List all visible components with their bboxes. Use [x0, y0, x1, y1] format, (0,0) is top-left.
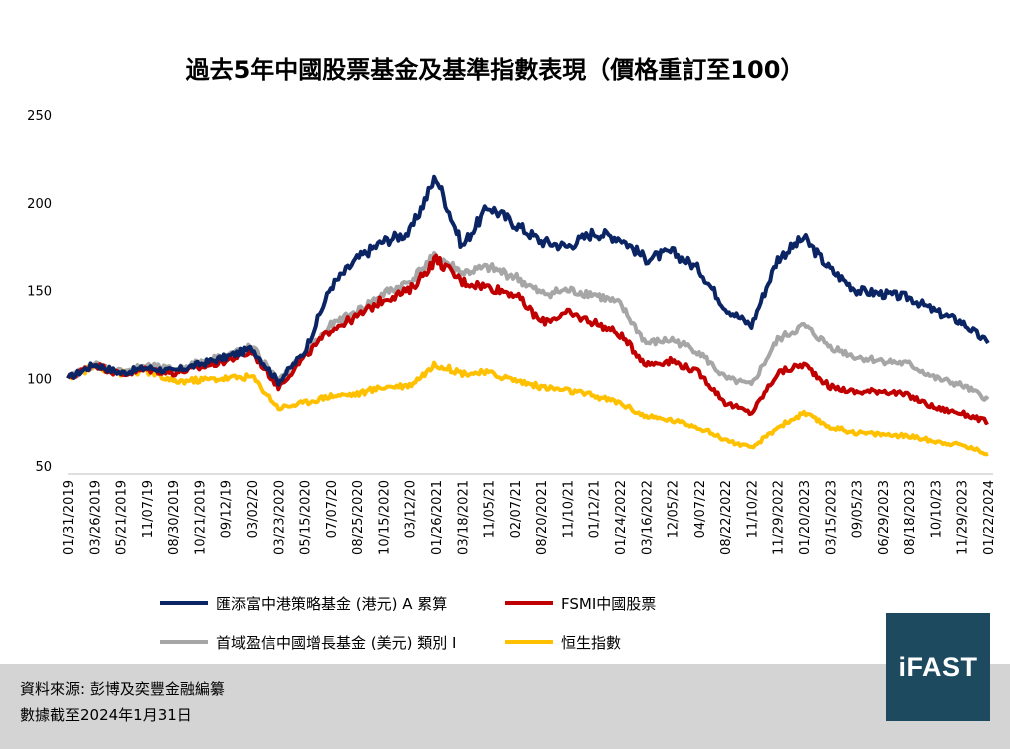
x-tick-label: 01/24/2022 — [614, 480, 629, 555]
x-tick-label: 04/07/22 — [693, 480, 708, 538]
x-tick-label: 01/31/2019 — [62, 480, 77, 555]
x-tick-label: 06/29/2023 — [877, 480, 892, 555]
series-line-1 — [66, 253, 989, 425]
x-tick-label: 08/18/2023 — [903, 480, 918, 555]
legend-label: 恒生指數 — [561, 634, 621, 652]
x-tick-label: 03/26/2019 — [88, 480, 103, 555]
x-tick-label: 11/05/21 — [483, 480, 498, 538]
chart-title: 過去5年中國股票基金及基準指數表現（價格重訂至100） — [186, 56, 805, 84]
x-tick-label: 02/07/21 — [509, 480, 524, 538]
x-tick-label: 10/21/2019 — [193, 480, 208, 555]
x-tick-label: 01/20/2023 — [798, 480, 813, 555]
x-tick-label: 08/20/2021 — [535, 480, 550, 555]
x-tick-label: 09/05/23 — [851, 480, 866, 538]
x-tick-label: 03/16/2022 — [640, 480, 655, 555]
x-tick-label: 10/10/23 — [929, 480, 944, 538]
x-tick-label: 11/07/19 — [141, 480, 156, 538]
plot-area — [66, 174, 990, 457]
x-tick-label: 11/10/22 — [745, 480, 760, 538]
x-tick-label: 12/05/22 — [667, 480, 682, 538]
x-tick-label: 01/22/2024 — [982, 480, 997, 555]
x-axis: 01/31/2019 03/26/2019 05/21/2019 11/07/19 08… — [62, 480, 997, 555]
x-tick-label: 11/29/2022 — [772, 480, 787, 555]
x-tick-label: 08/30/2019 — [167, 480, 182, 555]
x-tick-label: 10/15/2020 — [377, 480, 392, 555]
y-tick-label: 100 — [27, 372, 52, 387]
x-tick-label: 07/07/20 — [325, 480, 340, 538]
x-tick-label: 03/15/2023 — [824, 480, 839, 555]
x-tick-label: 08/25/2020 — [351, 480, 366, 555]
x-tick-label: 05/21/2019 — [115, 480, 130, 555]
x-tick-label: 01/12/21 — [588, 480, 603, 538]
legend-label: FSMI中國股票 — [561, 595, 656, 613]
y-axis: 50 100 150 200 250 — [27, 109, 52, 475]
x-tick-label: 01/26/2021 — [430, 480, 445, 555]
x-tick-label: 03/02/20 — [246, 480, 261, 538]
x-tick-label: 11/29/2023 — [956, 480, 971, 555]
x-tick-label: 03/18/2021 — [456, 480, 471, 555]
x-tick-label: 08/22/2022 — [719, 480, 734, 555]
series-line-3 — [66, 360, 989, 457]
x-tick-label: 03/23/2020 — [272, 480, 287, 555]
x-tick-label: 09/12/19 — [220, 480, 235, 538]
legend-label: 首域盈信中國增長基金 (美元) 類別 I — [216, 634, 456, 652]
y-tick-label: 250 — [27, 109, 52, 124]
x-tick-label: 05/15/2020 — [299, 480, 314, 555]
y-tick-label: 200 — [27, 197, 52, 212]
series-line-0 — [66, 174, 990, 387]
chart-canvas: 過去5年中國股票基金及基準指數表現（價格重訂至100） 50 100 150 200 2… — [27, 56, 997, 652]
ifast-logo: iFAST — [886, 613, 990, 721]
y-tick-label: 150 — [27, 285, 52, 300]
y-tick-label: 50 — [35, 460, 52, 475]
x-tick-label: 03/12/20 — [404, 480, 419, 538]
legend-label: 匯添富中港策略基金 (港元) A 累算 — [216, 595, 447, 613]
footer-panel: 資料來源: 彭博及奕豐金融編纂 數據截至2024年1月31日 — [0, 664, 1010, 749]
x-tick-label: 11/10/21 — [561, 480, 576, 538]
source-note: 資料來源: 彭博及奕豐金融編纂 — [20, 680, 225, 698]
date-note: 數據截至2024年1月31日 — [20, 706, 192, 724]
